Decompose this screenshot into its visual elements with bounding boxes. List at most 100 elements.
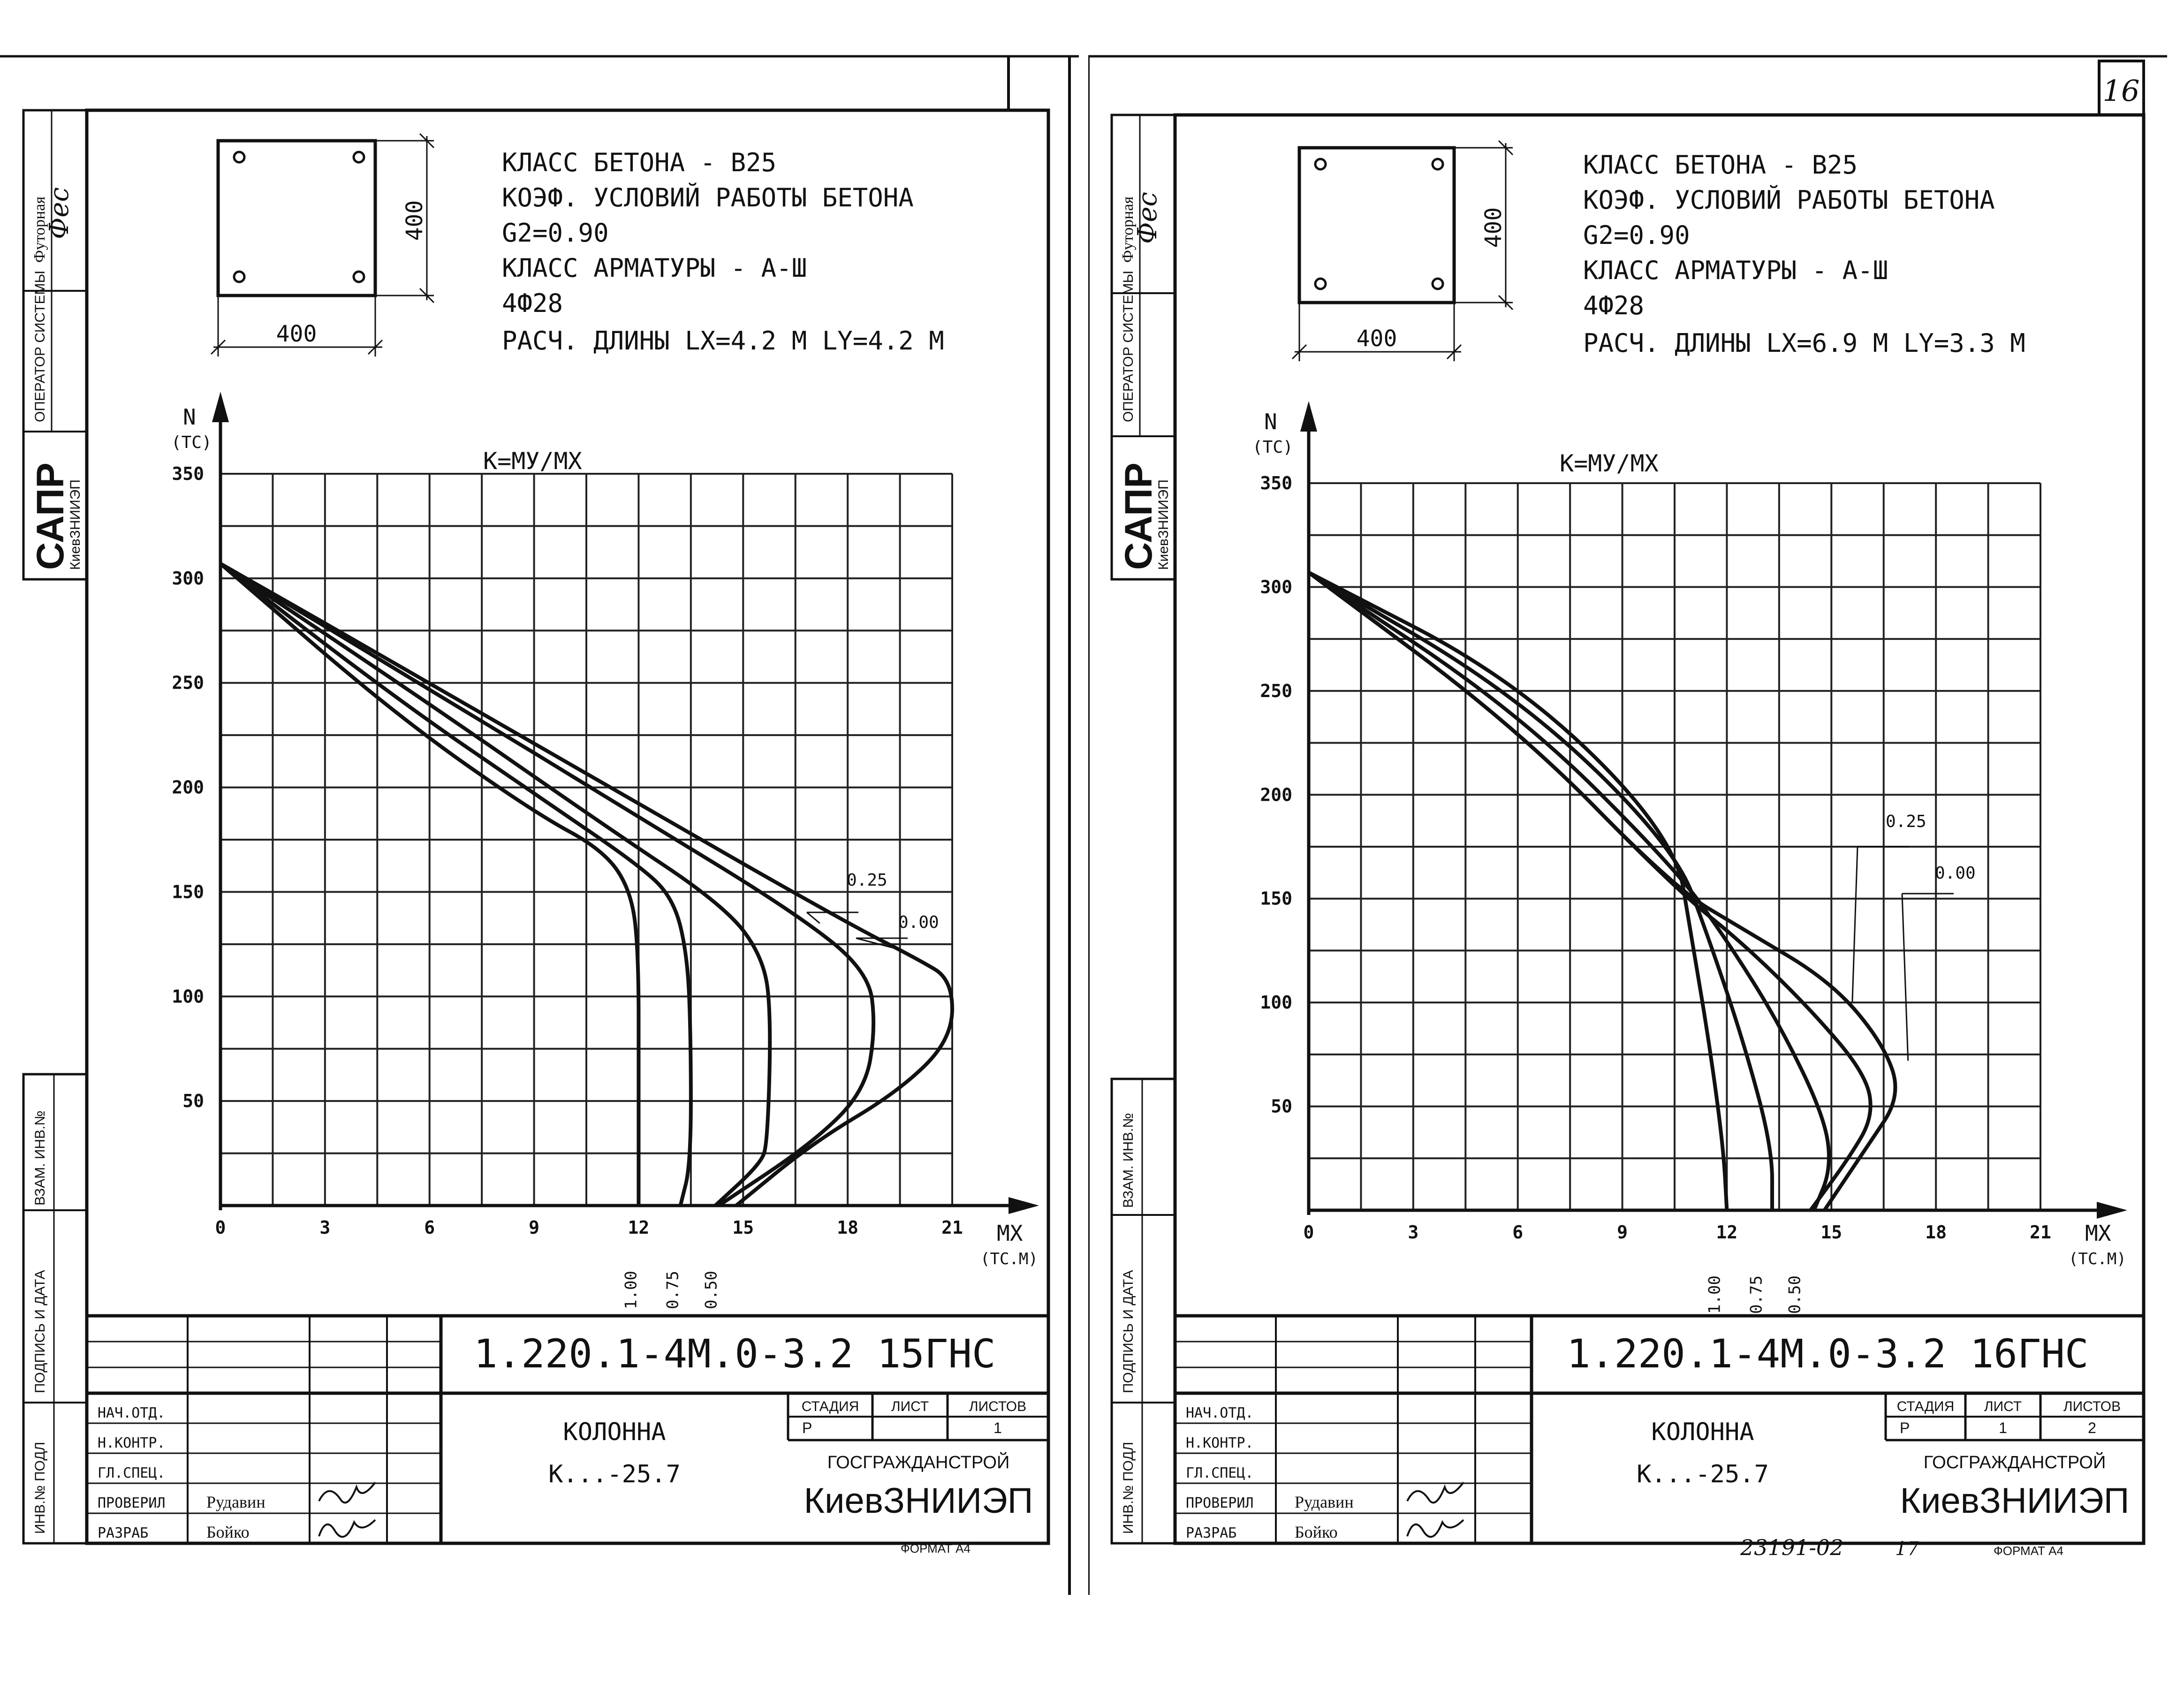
tb-role: НАЧ.ОТД. [98, 1405, 166, 1421]
x-tick-label: 6 [1512, 1222, 1523, 1243]
tb-role: РАЗРАБ [98, 1525, 148, 1541]
tb-roles: НАЧ.ОТД. Н.КОНТР. ГЛ.СПЕЦ. ПРОВЕРИЛ РАЗР… [1186, 1405, 1254, 1541]
y-tick-label: 200 [1260, 784, 1292, 805]
series-leader-line [856, 937, 904, 951]
section-outline [216, 139, 377, 297]
series-label: 0.50 [1785, 1275, 1804, 1314]
y-tick-label: 150 [1260, 888, 1292, 909]
strip-vzam: ВЗАМ. ИНВ.№ [1121, 1113, 1136, 1208]
left-strip: Футорная Фес ОПЕРАТОР СИСТЕМЫ САПР КиевЗ… [22, 109, 88, 1545]
inner-frame [85, 108, 1050, 1545]
series-label: 0.50 [702, 1271, 720, 1309]
series-line-k-0.75 [219, 562, 693, 1206]
handwritten-page: 17 [1895, 1538, 1919, 1560]
y-tick-label: 150 [172, 881, 204, 902]
strip-operator: ОПЕРАТОР СИСТЕМЫ [32, 271, 48, 422]
series-line-k-1.00 [219, 562, 641, 1206]
spec-line: КЛАСС АРМАТУРЫ - А-Ш [502, 253, 807, 283]
tb-element: КОЛОННА [563, 1418, 666, 1446]
interaction-chart: 0 3 6 9 12 15 18 21 50 100 150 200 250 300 350 К=МУ/МХ… [1252, 401, 2127, 1314]
tb-role: ПРОВЕРИЛ [1186, 1495, 1254, 1511]
series-line-k-0.75 [1307, 570, 1774, 1210]
series-line-k-0.00 [1307, 571, 1897, 1212]
tb-name: Бойко [206, 1523, 250, 1541]
series-label: 0.25 [847, 871, 887, 890]
tb-role: ГЛ.СПЕЦ. [98, 1465, 166, 1481]
signature-icon [318, 1519, 376, 1538]
x-tick-label: 21 [941, 1217, 963, 1238]
tb-stage-header: СТАДИЯ [1897, 1399, 1955, 1414]
x-axis-unit: (ТС.М) [980, 1250, 1038, 1268]
strip-signature: Фес [1132, 192, 1163, 244]
strip-box-bottom [22, 1073, 88, 1545]
series-line-k-0.50 [1307, 571, 1831, 1211]
series-leader-line [1851, 846, 1858, 1003]
x-tick-label: 12 [1716, 1222, 1738, 1243]
strip-box-top [1110, 114, 1176, 581]
tb-mark: К...-25.7 [548, 1460, 681, 1488]
y-tick-label: 50 [1271, 1096, 1292, 1117]
x-tick-label: 21 [2030, 1222, 2051, 1243]
spec-line: КОЭФ. УСЛОВИЙ РАБОТЫ БЕТОНА [1583, 185, 1995, 215]
tb-role: ПРОВЕРИЛ [98, 1495, 166, 1511]
tb-name: Рудавин [1295, 1493, 1354, 1511]
strip-inv: ИНВ.№ ПОДЛ [1121, 1442, 1136, 1534]
x-axis-unit: (ТС.М) [2069, 1250, 2126, 1268]
interaction-chart: 0 3 6 9 12 15 18 21 50 100 150 200 250 300 350 К=МУ/МХ… [171, 392, 1039, 1309]
x-tick-label: 9 [529, 1217, 539, 1238]
dim-tick [1498, 295, 1514, 311]
strip-vzam: ВЗАМ. ИНВ.№ [32, 1110, 48, 1206]
series-label: 0.75 [664, 1271, 682, 1309]
y-tick-label: 100 [1260, 992, 1292, 1013]
y-tick-label: 50 [182, 1091, 204, 1111]
rebar-icon [1431, 158, 1444, 171]
chart-plot: 0.00 0.25 0.50 0.75 1.00 [219, 562, 954, 1309]
signature-icon [318, 1481, 376, 1504]
strip-podpis: ПОДПИСЬ И ДАТА [32, 1270, 48, 1393]
y-axis-label: N [183, 404, 196, 430]
tb-org: КиевЗНИИЭП [804, 1481, 1033, 1521]
column-section: 400 400 [1291, 140, 1514, 361]
x-tick-label: 3 [319, 1217, 330, 1238]
spec-line: КЛАСС АРМАТУРЫ - А-Ш [1583, 256, 1888, 285]
tb-element: КОЛОННА [1651, 1418, 1754, 1446]
series-label: 0.75 [1747, 1275, 1766, 1314]
dim-width-label: 400 [1357, 326, 1397, 352]
tb-roles: НАЧ.ОТД. Н.КОНТР. ГЛ.СПЕЦ. ПРОВЕРИЛ РАЗР… [98, 1405, 166, 1541]
x-axis-label: МХ [2085, 1221, 2111, 1246]
chart-plot: 0.00 0.25 0.50 0.75 1.00 [1307, 570, 1976, 1314]
tb-sheets-header: ЛИСТОВ [2063, 1399, 2121, 1414]
series-line-k-0.50 [219, 562, 772, 1207]
tb-role: Н.КОНТР. [98, 1435, 166, 1451]
series-label: 1.00 [1706, 1275, 1724, 1314]
rebar-icon [1314, 277, 1327, 290]
spec-text: КЛАСС БЕТОНА - В25 КОЭФ. УСЛОВИЙ РАБОТЫ … [502, 148, 944, 356]
inner-frame [1173, 113, 2146, 1545]
dim-tick [419, 288, 435, 303]
x-tick-label: 9 [1617, 1222, 1628, 1243]
x-tick-label: 15 [1820, 1222, 1842, 1243]
y-tick-label: 300 [1260, 577, 1292, 597]
series-leader-line [806, 911, 820, 924]
format-label: ФОРМАТ А4 [1994, 1544, 2063, 1558]
tb-stage: Р [1900, 1419, 1910, 1436]
dim-tick [1291, 344, 1307, 360]
series-line-k-0.25 [1307, 571, 1873, 1212]
y-axis-arrow-icon [212, 392, 229, 422]
y-tick-label: 100 [172, 986, 204, 1007]
rebar-icon [352, 151, 365, 164]
x-tick-label: 18 [837, 1217, 858, 1238]
y-axis-label: N [1264, 409, 1277, 434]
tb-org: КиевЗНИИЭП [1900, 1481, 2130, 1521]
rebar-icon [233, 151, 246, 164]
dim-width-label: 400 [276, 321, 317, 347]
y-axis-unit: (ТС) [171, 433, 212, 452]
dim-tick [1446, 344, 1462, 360]
strip-trace-stamp: Футорная [1119, 196, 1137, 263]
signature-icon [1406, 1481, 1464, 1504]
sheet-left-svg: Футорная Фес ОПЕРАТОР СИСТЕМЫ САПР КиевЗ… [0, 55, 1079, 1595]
strip-podpis: ПОДПИСЬ И ДАТА [1121, 1270, 1136, 1393]
x-axis-arrow-icon [1009, 1197, 1039, 1214]
handwritten-number: 23191-02 [1740, 1535, 1843, 1560]
strip-signature: Фес [44, 187, 75, 239]
